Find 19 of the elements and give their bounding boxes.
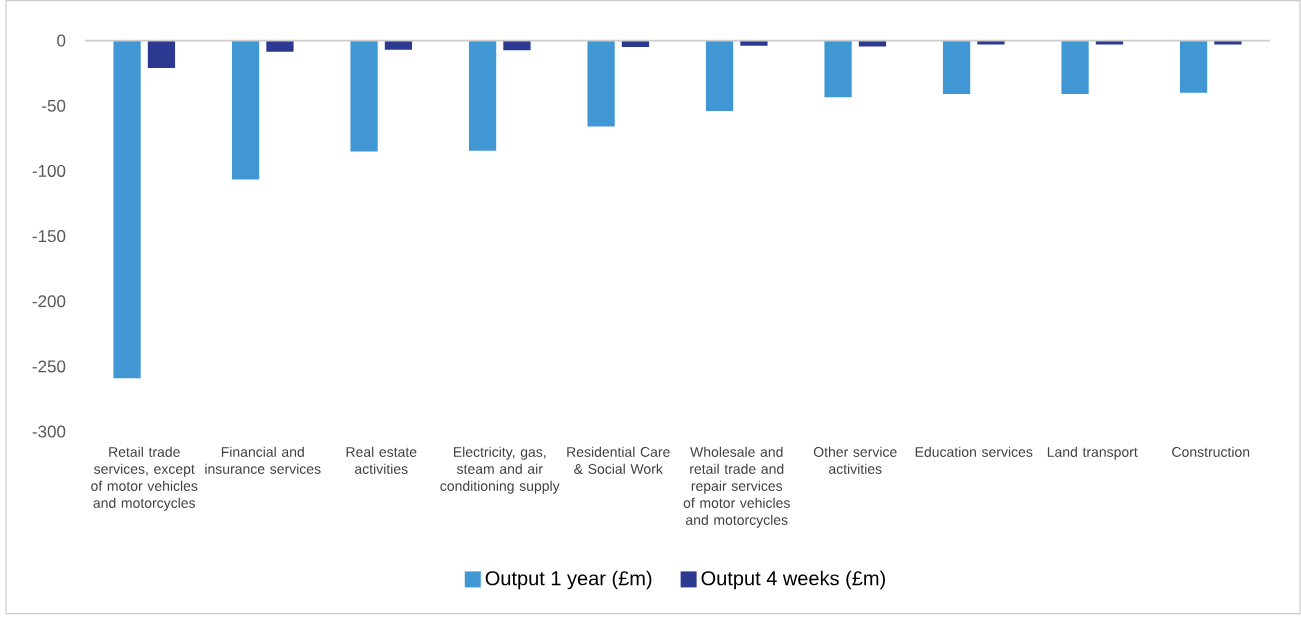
legend-label: Output 1 year (£m) [485,570,652,590]
x-tick-label: Wholesale and retail trade and repair services of motor vehicles and motorcycles [683,446,790,528]
x-tick-label: Land transport [1047,446,1138,460]
x-tick-label: Other service activities [813,446,897,475]
y-tick-label: -100 [32,165,66,178]
x-tick-label: Financial and insurance services [205,446,321,475]
y-tick-label: -250 [32,360,66,373]
x-tick-label: Retail trade services, except of motor vehicles and motorcycles [91,446,198,511]
x-tick-label: Electricity, gas, steam and air conditioning supply [440,446,560,494]
x-tick-label: Real estate activities [346,446,417,475]
y-tick-label: -150 [32,230,66,243]
legend-label: Output 4 weeks (£m) [701,570,885,590]
x-tick-label: Construction [1172,446,1250,458]
x-tick-label: Education services [915,446,1033,458]
y-tick-label: -300 [32,425,66,438]
y-tick-label: 0 [57,34,66,47]
y-tick-label: -50 [42,99,66,112]
y-tick-label: -200 [32,295,66,308]
x-tick-label: Residential Care & Social Work [567,446,670,475]
